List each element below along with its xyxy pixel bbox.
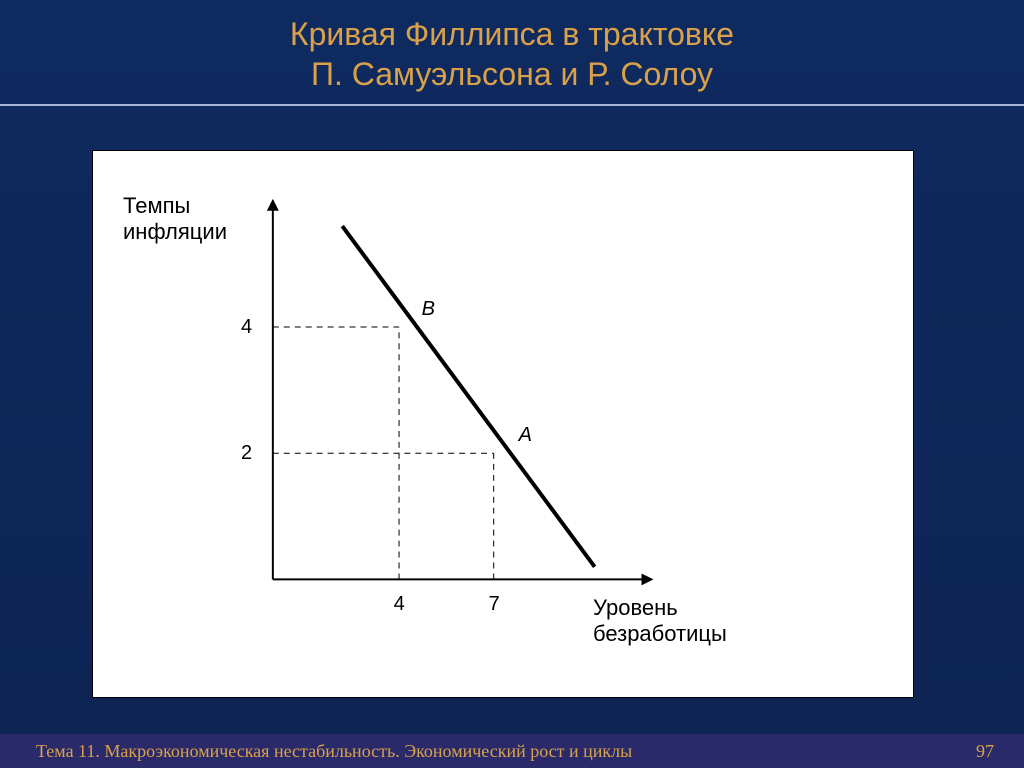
x-tick-4: 4 xyxy=(394,593,405,616)
point-label-B: B xyxy=(422,298,435,321)
y-tick-2: 2 xyxy=(241,442,252,465)
footer-bar: Тема 11. Макроэкономическая нестабильнос… xyxy=(0,734,1024,768)
title-underline xyxy=(0,104,1024,106)
page-number: 97 xyxy=(976,741,994,762)
point-label-A: A xyxy=(519,424,532,447)
title-line-2: П. Самуэльсона и Р. Солоу xyxy=(0,54,1024,94)
y-axis-label: Темпы инфляции xyxy=(123,193,227,246)
x-axis-arrow xyxy=(641,573,653,585)
slide-title: Кривая Филлипса в трактовке П. Самуэльсо… xyxy=(0,0,1024,94)
x-axis-label: Уровень безработицы xyxy=(593,595,727,648)
footer-text: Тема 11. Макроэкономическая нестабильнос… xyxy=(36,741,632,762)
phillips-curve xyxy=(342,226,594,567)
x-tick-7: 7 xyxy=(489,593,500,616)
y-tick-4: 4 xyxy=(241,316,252,339)
y-axis-arrow xyxy=(267,199,279,211)
title-line-1: Кривая Филлипса в трактовке xyxy=(0,14,1024,54)
chart-container: Темпы инфляции Уровень безработицы 4 2 4 7 B A xyxy=(92,150,914,698)
